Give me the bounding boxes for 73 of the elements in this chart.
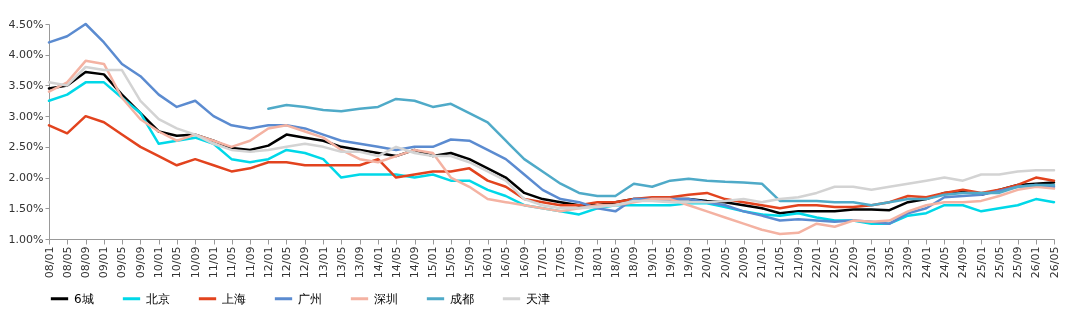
x-tick-label: 13/05: [334, 246, 348, 279]
x-tick-label: 20/05: [718, 246, 732, 279]
x-tick-label: 08/05: [60, 246, 74, 279]
x-tick-label: 16/05: [499, 246, 513, 279]
x-tick-label: 10/01: [152, 246, 166, 279]
x-tick-label: 26/05: [1047, 246, 1061, 279]
x-tick-label: 14/05: [389, 246, 403, 279]
x-tick-label: 21/01: [755, 246, 769, 279]
x-tick-label: 23/01: [864, 246, 878, 279]
x-tick-label: 09/05: [115, 246, 129, 279]
legend-label: 天津: [526, 291, 550, 306]
legend-label: 成都: [450, 291, 474, 306]
y-tick-label: 1.00%: [8, 232, 44, 246]
x-tick-label: 16/09: [517, 246, 531, 279]
y-tick-label: 1.50%: [8, 201, 44, 215]
y-tick-label: 3.50%: [8, 78, 44, 92]
x-tick-label: 08/01: [42, 246, 56, 279]
legend-label: 广州: [298, 291, 322, 306]
y-tick-label: 3.00%: [8, 109, 44, 123]
x-tick-label: 18/01: [590, 246, 604, 279]
x-tick-label: 17/09: [572, 246, 586, 279]
x-tick-label: 14/09: [408, 246, 422, 279]
x-tick-label: 15/01: [426, 246, 440, 279]
x-tick-label: 15/09: [462, 246, 476, 279]
x-tick-label: 24/01: [919, 246, 933, 279]
x-tick-label: 25/05: [992, 246, 1006, 279]
legend-label: 北京: [146, 291, 170, 306]
x-tick-label: 16/01: [481, 246, 495, 279]
x-tick-label: 10/09: [188, 246, 202, 279]
x-tick-label: 12/05: [279, 246, 293, 279]
x-tick-label: 26/01: [1029, 246, 1043, 279]
legend-label: 上海: [222, 291, 246, 306]
x-tick-label: 22/01: [810, 246, 824, 279]
x-tick-label: 18/09: [627, 246, 641, 279]
y-tick-label: 4.50%: [8, 17, 44, 31]
y-tick-label: 2.00%: [8, 171, 44, 185]
x-tick-label: 22/05: [828, 246, 842, 279]
x-tick-label: 24/09: [956, 246, 970, 279]
x-tick-label: 11/09: [243, 246, 257, 279]
line-series: [47, 59, 1056, 236]
x-tick-label: 24/05: [937, 246, 951, 279]
x-tick-label: 11/05: [225, 246, 239, 279]
legend-label: 深圳: [374, 291, 398, 306]
x-tick-label: 09/01: [97, 246, 111, 279]
x-tick-label: 21/05: [773, 246, 787, 279]
legend-label: 6城: [74, 291, 94, 306]
x-tick-label: 20/09: [737, 246, 751, 279]
y-tick-label: 2.50%: [8, 140, 44, 154]
x-tick-label: 23/09: [901, 246, 915, 279]
x-tick-label: 13/01: [316, 246, 330, 279]
x-tick-label: 22/09: [846, 246, 860, 279]
x-tick-label: 20/01: [700, 246, 714, 279]
x-tick-label: 15/05: [444, 246, 458, 279]
x-tick-label: 25/01: [974, 246, 988, 279]
x-tick-label: 09/09: [133, 246, 147, 279]
x-tick-label: 14/01: [371, 246, 385, 279]
x-tick-label: 13/09: [353, 246, 367, 279]
y-tick-label: 4.00%: [8, 48, 44, 62]
x-tick-label: 17/01: [536, 246, 550, 279]
x-tick-label: 25/09: [1011, 246, 1025, 279]
x-tick-label: 23/05: [882, 246, 896, 279]
line-series: [267, 97, 1056, 207]
x-tick-label: 19/09: [682, 246, 696, 279]
x-tick-label: 10/05: [170, 246, 184, 279]
x-tick-label: 18/05: [608, 246, 622, 279]
x-tick-label: 12/01: [261, 246, 275, 279]
x-tick-label: 12/09: [298, 246, 312, 279]
x-tick-label: 11/01: [207, 246, 221, 279]
x-tick-label: 17/05: [554, 246, 568, 279]
x-tick-label: 08/09: [79, 246, 93, 279]
x-tick-label: 19/05: [663, 246, 677, 279]
x-tick-label: 19/01: [645, 246, 659, 279]
x-tick-label: 21/09: [791, 246, 805, 279]
